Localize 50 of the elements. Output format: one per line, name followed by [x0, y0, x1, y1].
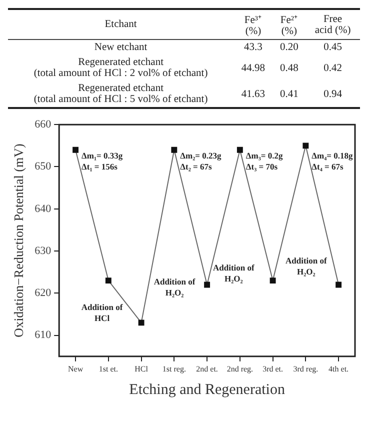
annotation: Addition of HCl: [81, 302, 123, 324]
x-tick-label: Fe²⁺ (%): [279, 14, 300, 37]
x-tick-label: 3rd et.: [262, 364, 284, 374]
point: [204, 282, 210, 288]
y-axis-title: Etchant: [104, 18, 138, 32]
annotation: Δm₁= 0.33g Δt₁ = 156s: [82, 150, 124, 172]
y-tick-label: 610: [34, 329, 52, 342]
x-tick-label: 1st reg.: [162, 364, 186, 374]
x-tick-label: Fe³⁺ (%): [243, 14, 264, 37]
annotation: Δm₃= 0.2g Δt₃ = 70s: [246, 150, 284, 172]
point: [171, 146, 178, 153]
point: [236, 146, 243, 153]
x-tick-label: Free acid (%): [314, 14, 352, 36]
annotation: Addition of H₂O₂: [213, 262, 255, 284]
y-tick-label: Regenerated etchant (total amount of HCl : 2 vol% of etchant): [32, 57, 209, 79]
x-tick-label: 4th et.: [328, 364, 349, 374]
x-tick-label: HCl: [134, 364, 149, 374]
data-label: 0.45: [322, 41, 343, 55]
annotation: Addition of H₂O₂: [286, 256, 328, 277]
point: [138, 320, 144, 326]
x-tick-label: 3rd reg.: [293, 364, 318, 374]
data-label: 0.42: [322, 62, 343, 76]
point: [105, 278, 112, 284]
x-tick-label: New: [68, 364, 84, 374]
data-label: 0.41: [279, 88, 300, 102]
annotation: Δm₂= 0.23g Δt₂ = 67s: [180, 150, 222, 172]
data-label: 43.3: [243, 41, 264, 55]
annotation: Δm₄= 0.18g Δt₄ = 67s: [312, 150, 354, 172]
x-tick-label: 2nd et.: [196, 364, 218, 374]
point: [336, 282, 342, 288]
data-label: 44.98: [240, 62, 266, 76]
y-tick-label: 630: [34, 244, 52, 257]
data-label: 41.63: [240, 88, 266, 102]
annotation: Addition of H₂O₂: [154, 276, 196, 298]
point: [72, 146, 79, 153]
y-tick-label: 620: [34, 287, 52, 300]
y-tick-label: Regenerated etchant (total amount of HCl : 5 vol% of etchant): [32, 83, 209, 105]
data-label: 0.94: [322, 88, 343, 102]
point: [302, 142, 309, 149]
x-axis-title: Etching and Regeneration: [129, 382, 286, 398]
x-tick-label: 2nd reg.: [226, 364, 254, 374]
y-tick-label: New etchant: [93, 42, 148, 53]
data-label: 0.20: [279, 41, 300, 55]
x-tick-label: 1st et.: [98, 364, 118, 374]
y-tick-label: 640: [34, 202, 52, 215]
y-tick-label: 660: [34, 118, 52, 130]
y-axis-title: Oxidation−Reduction Potential (mV): [11, 144, 26, 338]
point: [270, 278, 276, 284]
y-tick-label: 650: [34, 160, 52, 173]
data-label: 0.48: [279, 62, 300, 76]
